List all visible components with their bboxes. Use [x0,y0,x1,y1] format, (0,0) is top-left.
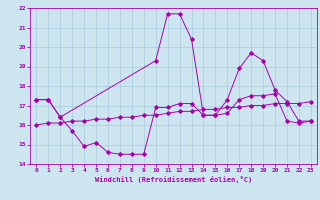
X-axis label: Windchill (Refroidissement éolien,°C): Windchill (Refroidissement éolien,°C) [95,176,252,183]
